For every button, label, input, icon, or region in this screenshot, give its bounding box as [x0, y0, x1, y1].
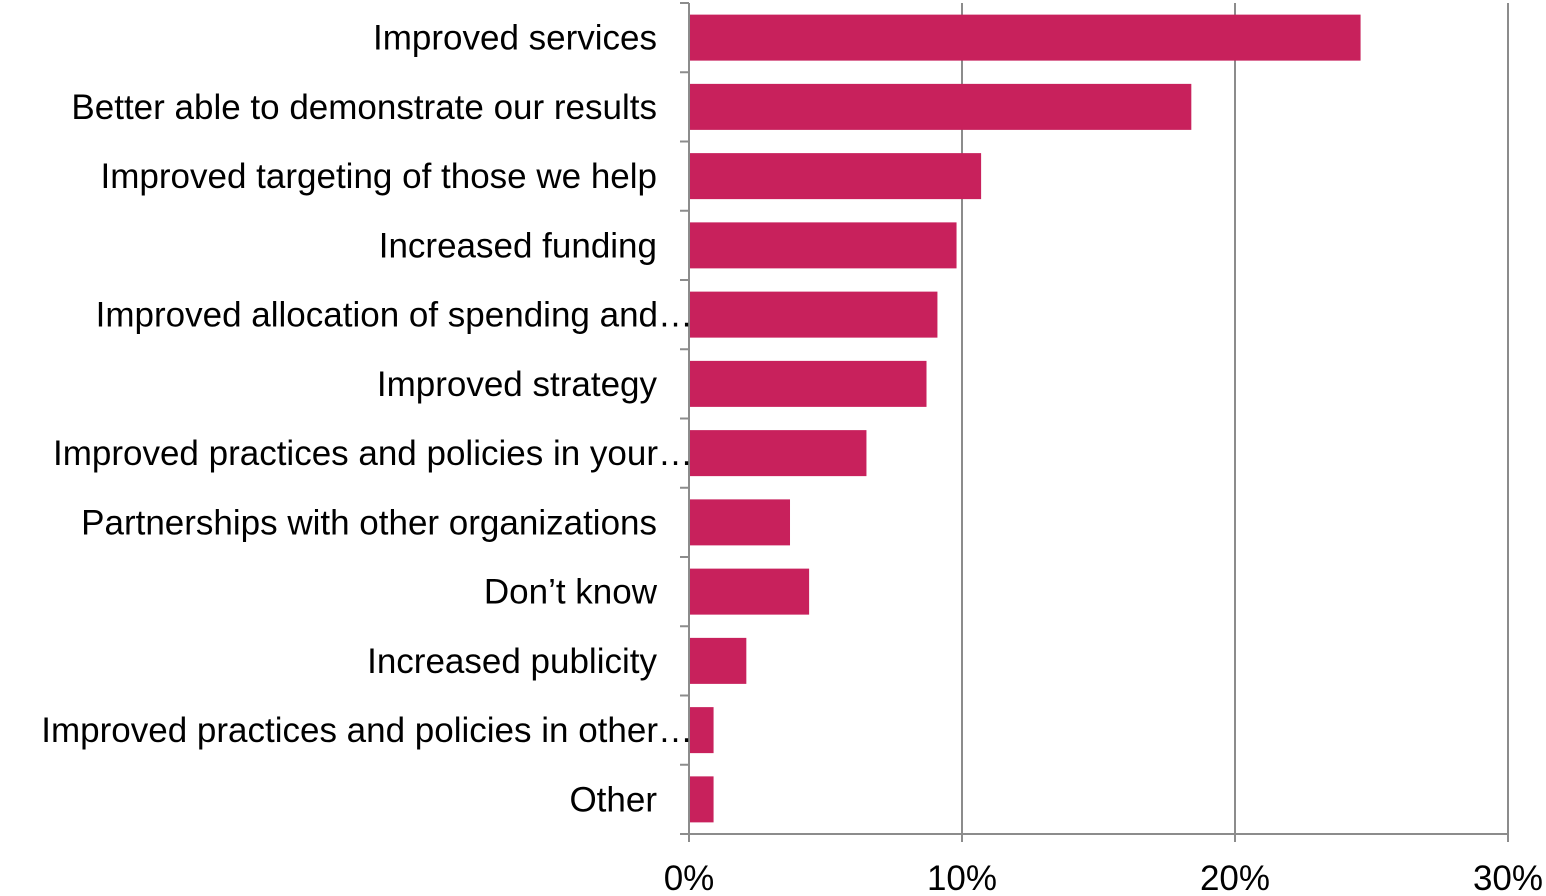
bar-1 — [689, 83, 1192, 130]
x-tick-label: 10% — [927, 859, 997, 896]
category-label: Increased funding — [379, 226, 657, 265]
category-label: Improved strategy — [377, 365, 658, 404]
bar-8 — [689, 568, 810, 615]
category-label: Improved allocation of spending and… — [96, 296, 693, 335]
category-label: Improved services — [373, 19, 657, 58]
bar-9 — [689, 637, 747, 684]
category-label: Improved practices and policies in other… — [41, 711, 693, 750]
bar-0 — [689, 14, 1361, 61]
bar-10 — [689, 707, 714, 754]
x-tick-labels: 0% 10% 20% 30% — [664, 859, 1543, 896]
bar-11 — [689, 776, 714, 823]
category-label: Other — [569, 780, 657, 819]
category-label: Improved targeting of those we help — [101, 157, 657, 196]
axes — [680, 2, 1509, 842]
category-label: Don’t know — [484, 573, 658, 612]
bars — [689, 14, 1361, 823]
bar-7 — [689, 499, 791, 546]
bar-6 — [689, 430, 867, 477]
category-labels: Improved services Better able to demonstr… — [41, 19, 693, 820]
bar-3 — [689, 222, 957, 269]
x-tick-label: 20% — [1200, 859, 1270, 896]
category-label: Partnerships with other organizations — [81, 503, 657, 542]
category-label: Better able to demonstrate our results — [71, 88, 657, 127]
x-tick-label: 30% — [1473, 859, 1543, 896]
x-tick-label: 0% — [664, 859, 715, 896]
gridlines — [961, 3, 1509, 834]
category-label: Improved practices and policies in your… — [53, 434, 693, 473]
bar-2 — [689, 153, 982, 200]
bar-5 — [689, 360, 927, 407]
category-label: Increased publicity — [367, 642, 657, 681]
bar-4 — [689, 291, 938, 338]
